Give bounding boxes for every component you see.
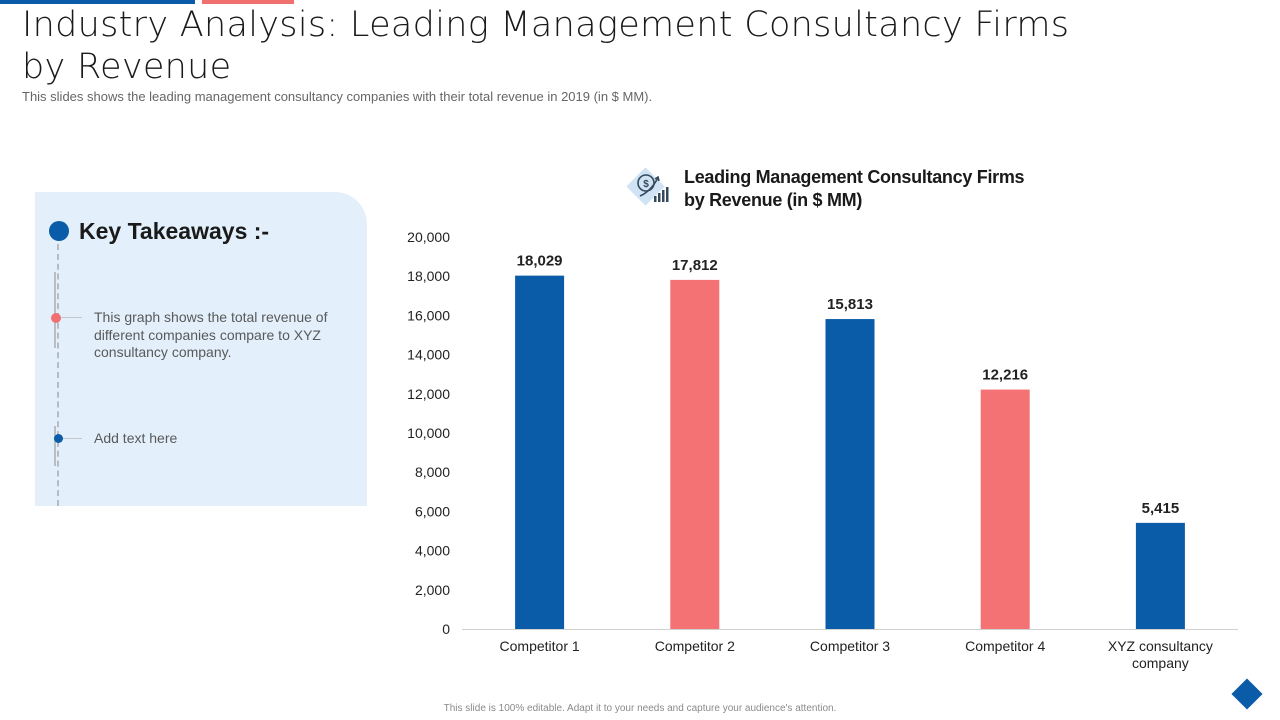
- svg-text:$: $: [643, 179, 649, 190]
- y-tick-label: 16,000: [407, 307, 450, 323]
- x-tick-label: Competitor 4: [965, 638, 1045, 654]
- top-accent-bar-blue: [0, 0, 195, 4]
- money-growth-icon: $: [626, 167, 669, 206]
- slide-title: Industry Analysis: Leading Management Co…: [22, 5, 1070, 87]
- data-label: 5,415: [1142, 500, 1180, 517]
- bar-5: [1135, 522, 1185, 629]
- data-label: 18,029: [517, 253, 563, 270]
- y-tick-label: 6,000: [415, 503, 450, 519]
- key-takeaways-panel: [35, 192, 367, 506]
- takeaway-2-connector: [62, 438, 82, 439]
- takeaway-1-bullet: [51, 313, 61, 323]
- revenue-bar-chart: 0 2,000 4,000 6,000 8,000 10,000 12,000 14,000 1…: [407, 229, 1238, 671]
- data-label: 12,216: [982, 367, 1028, 384]
- bar-1: [515, 275, 565, 629]
- takeaways-title-dot: [49, 221, 69, 241]
- x-tick-label: Competitor 1: [500, 638, 580, 654]
- takeaway-1-text: This graph shows the total revenue of di…: [94, 309, 328, 360]
- takeaway-1-bracket: [54, 272, 56, 348]
- data-label: 15,813: [827, 296, 873, 313]
- y-tick-label: 18,000: [407, 268, 450, 284]
- x-tick-label: Competitor 2: [655, 638, 735, 654]
- bar-4: [980, 389, 1030, 629]
- y-tick-label: 10,000: [407, 425, 450, 441]
- y-tick-label: 14,000: [407, 347, 450, 363]
- chart-title: Leading Management Consultancy Firms by …: [684, 167, 1025, 210]
- x-tick-label: XYZ consultancy company: [1108, 638, 1213, 671]
- top-accent-bar-red: [202, 0, 294, 4]
- y-tick-label: 2,000: [415, 582, 450, 598]
- bar-3: [825, 319, 875, 629]
- takeaway-1-connector: [60, 317, 82, 318]
- footer-note: This slide is 100% editable. Adapt it to…: [443, 703, 837, 714]
- x-tick-label: Competitor 3: [810, 638, 890, 654]
- takeaways-timeline: [57, 244, 59, 506]
- takeaway-2-text: Add text here: [94, 430, 178, 446]
- y-tick-label: 12,000: [407, 386, 450, 402]
- data-label: 17,812: [672, 257, 718, 274]
- y-tick-label: 8,000: [415, 464, 450, 480]
- takeaway-2-bullet: [54, 434, 63, 443]
- key-takeaways-title: Key Takeaways :-: [79, 218, 270, 244]
- slide-subtitle: This slides shows the leading management…: [22, 89, 653, 104]
- y-tick-label: 4,000: [415, 543, 450, 559]
- y-tick-label: 0: [442, 621, 450, 637]
- y-tick-label: 20,000: [407, 229, 450, 245]
- bar-2: [670, 279, 720, 629]
- takeaway-2-bracket: [54, 426, 56, 466]
